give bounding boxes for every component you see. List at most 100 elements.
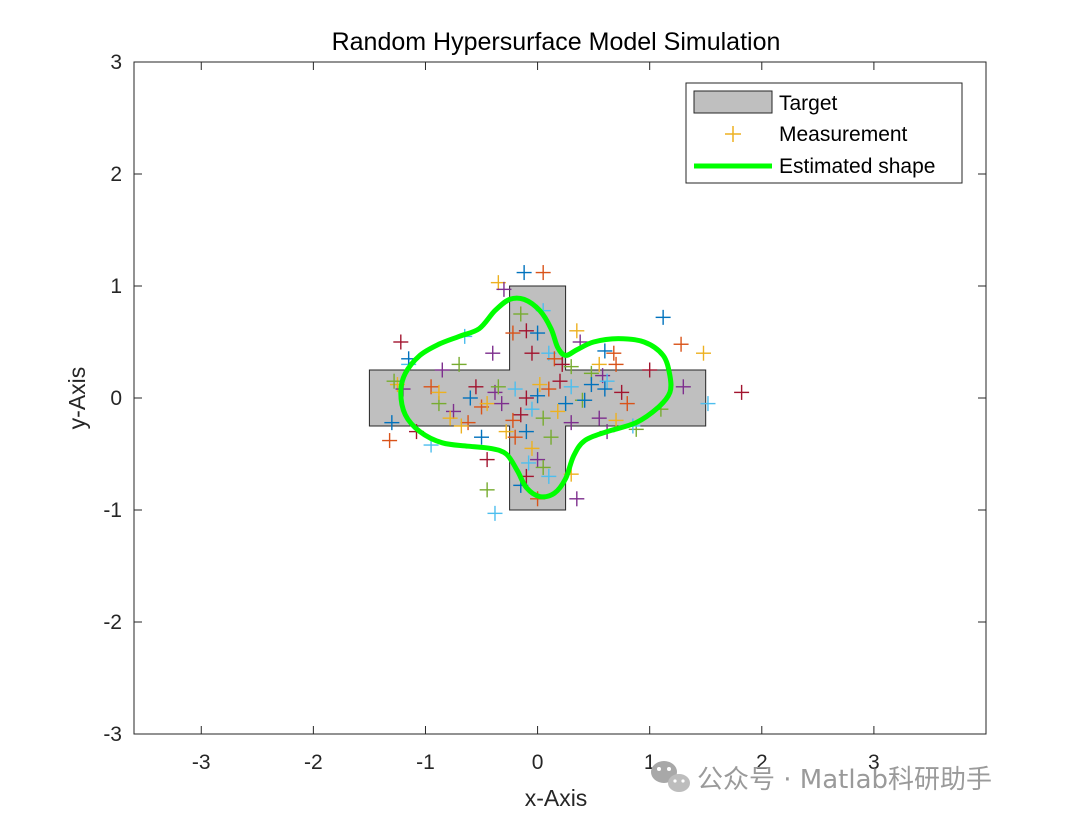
measurement-point xyxy=(513,306,529,322)
measurement-point xyxy=(524,345,540,361)
measurement-point xyxy=(468,379,484,395)
measurement-point xyxy=(524,401,540,417)
measurement-point xyxy=(434,362,450,378)
measurement-point xyxy=(442,410,458,426)
legend-label-measurement: Measurement xyxy=(779,123,908,146)
measurement-point xyxy=(479,396,495,412)
measurement-point xyxy=(423,379,439,395)
measurement-point xyxy=(496,281,512,297)
y-tick-label: 2 xyxy=(110,163,122,186)
measurement-point xyxy=(597,343,613,359)
measurement-point xyxy=(569,491,585,507)
measurement-point xyxy=(479,482,495,498)
measurement-point xyxy=(606,345,622,361)
measurement-point xyxy=(530,388,546,404)
legend-measurement-marker xyxy=(725,126,741,142)
measurement-point xyxy=(487,505,503,521)
x-tick-label: -2 xyxy=(304,751,323,774)
y-tick-label: -1 xyxy=(103,499,122,522)
measurement-point xyxy=(546,351,562,367)
measurement-point xyxy=(446,403,461,419)
y-axis: -3 -2 -1 0 1 2 3 xyxy=(103,51,986,746)
measurement-point xyxy=(550,403,566,419)
measurement-point xyxy=(521,455,537,471)
watermark: 公众号 · Matlab科研助手 xyxy=(651,761,992,795)
measurement-point xyxy=(530,452,546,468)
measurement-point xyxy=(518,424,534,440)
measurement-point xyxy=(505,325,521,341)
measurement-point xyxy=(608,412,624,428)
measurement-point xyxy=(384,415,400,431)
measurement-point xyxy=(516,265,532,281)
measurement-point xyxy=(734,384,750,400)
measurement-point xyxy=(524,440,540,456)
measurement-point xyxy=(563,379,579,395)
measurement-point xyxy=(393,334,409,350)
measurement-point xyxy=(541,381,557,397)
measurement-point xyxy=(563,415,579,431)
measurement-point xyxy=(642,362,658,378)
measurement-point xyxy=(599,373,615,389)
legend: Target Measurement Estimated shape xyxy=(685,82,963,184)
measurement-point xyxy=(490,379,506,395)
watermark-text: 公众号 · Matlab科研助手 xyxy=(697,765,992,795)
measurement-point xyxy=(460,415,476,431)
measurement-point xyxy=(479,452,495,468)
measurement-point xyxy=(535,410,551,426)
measurement-point xyxy=(673,336,689,352)
measurement-point xyxy=(507,381,523,397)
measurement-point xyxy=(431,384,447,400)
measurement-point xyxy=(494,396,510,412)
measurement-point xyxy=(530,325,546,341)
x-axis-title: x-Axis xyxy=(525,785,588,811)
measurement-point xyxy=(543,429,559,445)
measurement-point xyxy=(498,424,514,440)
legend-label-estimated-shape: Estimated shape xyxy=(779,155,935,178)
y-tick-label: 3 xyxy=(110,51,122,74)
measurement-point xyxy=(541,468,557,484)
measurement-point xyxy=(474,429,490,445)
measurement-point xyxy=(485,345,501,361)
measurement-point xyxy=(583,377,599,393)
x-tick-label: -1 xyxy=(416,751,435,774)
measurement-point xyxy=(619,396,635,412)
measurement-point xyxy=(535,265,551,281)
measurement-point xyxy=(554,356,570,372)
measurement-point xyxy=(453,418,469,434)
y-tick-label: 1 xyxy=(110,275,122,298)
x-tick-label: 3 xyxy=(868,751,880,774)
measurement-point xyxy=(386,373,402,389)
measurement-point xyxy=(569,323,585,339)
measurement-point xyxy=(675,379,691,395)
y-tick-label: -2 xyxy=(103,611,122,634)
measurement-point xyxy=(552,373,568,389)
x-tick-label: -3 xyxy=(192,751,211,774)
x-tick-label: 2 xyxy=(756,751,768,774)
measurement-point xyxy=(462,390,478,406)
estimated-shape-line xyxy=(398,295,674,500)
measurement-point xyxy=(614,384,630,400)
measurement-point xyxy=(382,433,398,449)
measurement-point xyxy=(597,381,613,397)
measurement-point xyxy=(577,392,593,408)
x-axis: -3 -2 -1 0 1 2 3 xyxy=(192,62,880,774)
measurement-point xyxy=(513,407,529,423)
measurement-point xyxy=(518,390,534,406)
measurement-point xyxy=(563,359,579,375)
measurement-point xyxy=(655,309,671,325)
y-tick-label: -3 xyxy=(103,723,122,746)
y-tick-label: 0 xyxy=(110,387,122,410)
measurement-point xyxy=(535,459,551,475)
legend-label-target: Target xyxy=(779,92,838,115)
measurement-point xyxy=(591,410,607,426)
measurement-point xyxy=(591,356,607,372)
legend-target-swatch xyxy=(693,90,773,114)
measurement-point xyxy=(695,345,711,361)
measurement-point xyxy=(518,323,534,339)
measurement-point xyxy=(700,396,716,412)
plot-area xyxy=(368,265,750,521)
y-axis-title: y-Axis xyxy=(64,367,90,430)
measurement-point xyxy=(451,356,467,372)
measurement-point xyxy=(505,412,521,428)
